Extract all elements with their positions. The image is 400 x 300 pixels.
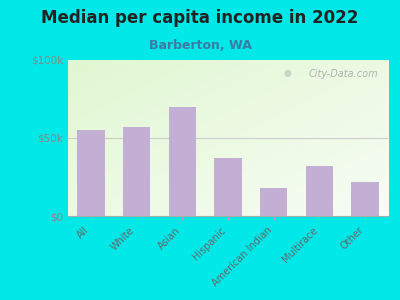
Text: Barberton, WA: Barberton, WA [148, 39, 252, 52]
Bar [214, 158, 242, 216]
Bar [123, 127, 150, 216]
Bar [77, 130, 104, 216]
Bar [306, 166, 333, 216]
Bar [260, 188, 288, 216]
Text: ⬤: ⬤ [284, 69, 292, 76]
Text: City-Data.com: City-Data.com [309, 69, 378, 80]
Bar [168, 107, 196, 216]
Bar [352, 182, 379, 216]
Text: Median per capita income in 2022: Median per capita income in 2022 [41, 9, 359, 27]
